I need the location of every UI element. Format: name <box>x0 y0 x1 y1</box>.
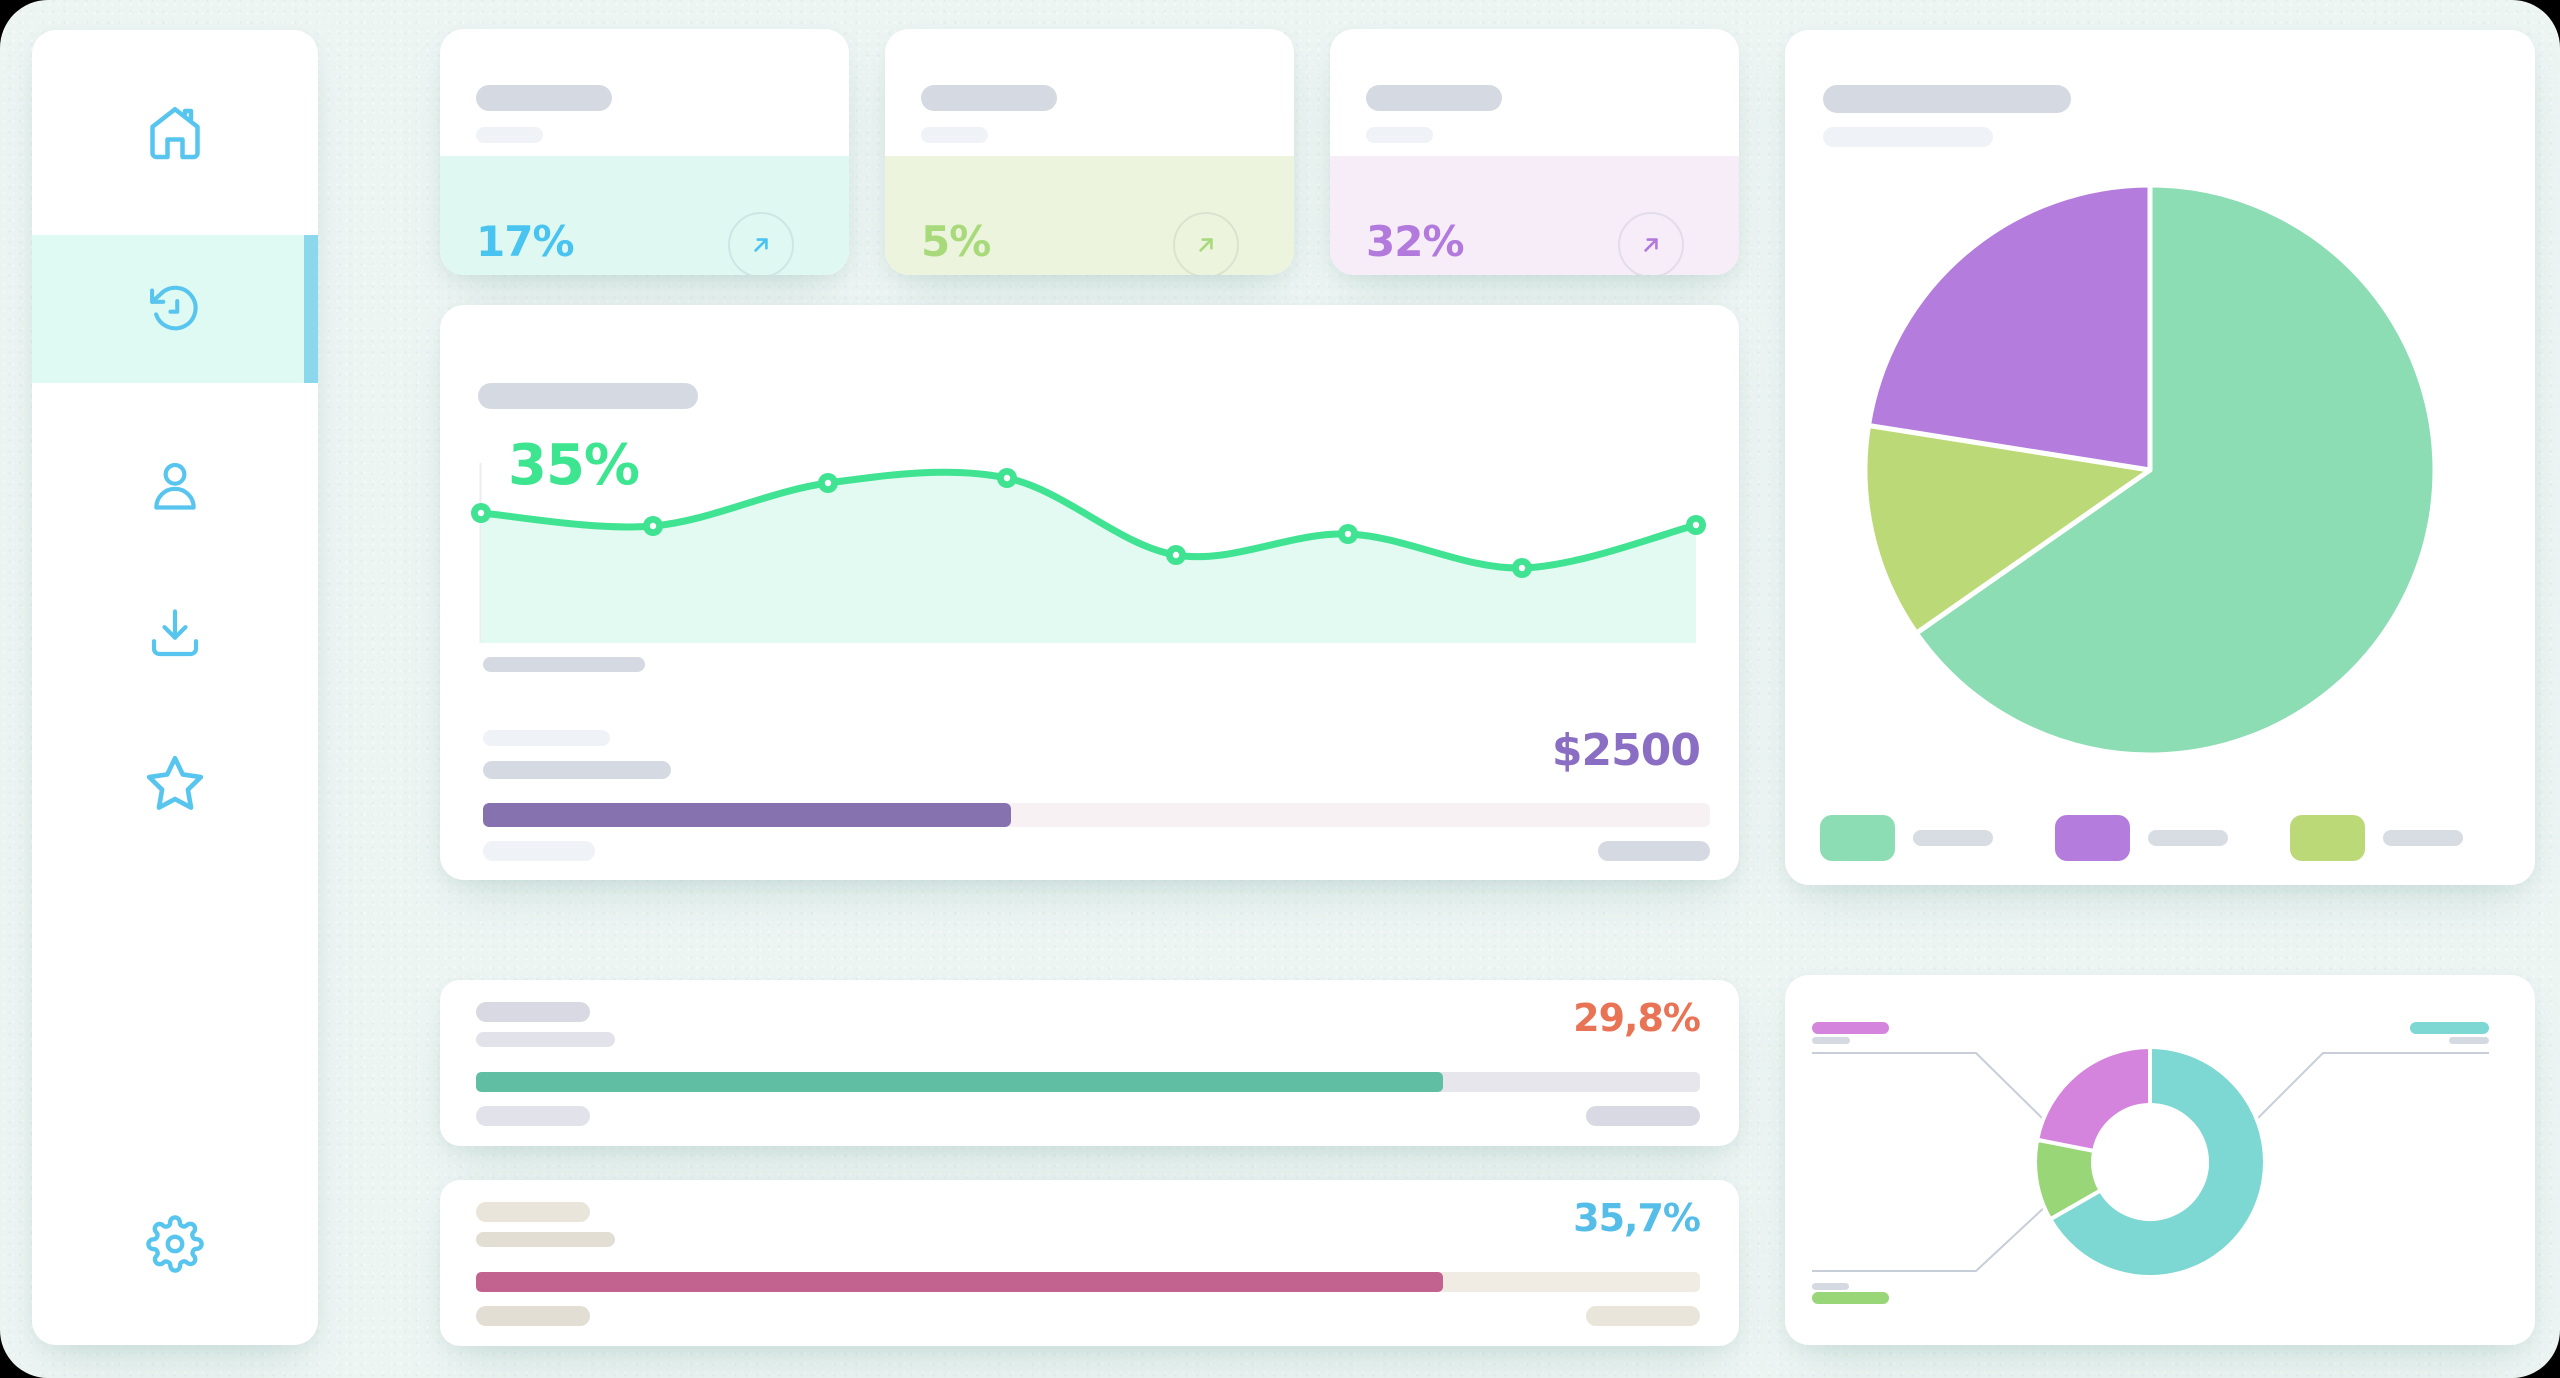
star-icon <box>146 755 204 810</box>
footnote-skeleton <box>1586 1306 1700 1326</box>
arrow-up-right-icon <box>1199 238 1213 252</box>
legend-item-3 <box>2290 815 2463 861</box>
title-skeleton <box>476 85 612 111</box>
donut-chart-card <box>1785 975 2535 1345</box>
footnote-skeleton <box>476 1106 590 1126</box>
subtitle-skeleton <box>1823 127 1993 147</box>
label-skeleton <box>483 761 671 779</box>
arrow-up-right-icon <box>1644 238 1658 252</box>
title-skeleton <box>476 1002 590 1022</box>
budget-progress-fill <box>483 803 1011 827</box>
donut-segment-teal <box>2048 1045 2267 1279</box>
legend-swatch <box>2055 815 2130 861</box>
trend-button[interactable] <box>728 212 794 275</box>
label-skeleton <box>2449 1037 2489 1044</box>
sidebar-item-downloads[interactable] <box>32 601 318 665</box>
stat-card-3: 32% <box>1330 29 1739 275</box>
stat-card-1: 17% <box>440 29 849 275</box>
sidebar-active-row <box>32 235 318 383</box>
sidebar-item-settings[interactable] <box>32 1212 318 1276</box>
sidebar-item-profile[interactable] <box>32 454 318 518</box>
footnote-skeleton <box>476 1306 590 1326</box>
footnote-skeleton <box>1586 1106 1700 1126</box>
stat-value: 17% <box>476 217 575 266</box>
sidebar-item-history[interactable] <box>32 277 318 341</box>
title-skeleton <box>1366 85 1502 111</box>
label-pill-green <box>1812 1292 1889 1304</box>
amount-value: $2500 <box>1551 725 1701 776</box>
gear-icon <box>146 1215 204 1273</box>
footnote-skeleton <box>483 841 595 861</box>
label-pill-magenta <box>1812 1022 1889 1034</box>
label-skeleton <box>483 730 610 746</box>
pie-segment-lime <box>1862 422 2153 636</box>
progress-value: 35,7% <box>1573 1196 1701 1240</box>
budget-progress-track <box>483 803 1710 827</box>
subtitle-skeleton <box>476 127 543 143</box>
sidebar-item-favorites[interactable] <box>32 751 318 815</box>
progress-track <box>476 1272 1700 1292</box>
callout-lines <box>1812 1052 2489 1272</box>
subtitle-skeleton <box>476 1232 615 1247</box>
title-skeleton <box>1823 85 2071 113</box>
legend-item-2 <box>2055 815 2228 861</box>
active-indicator-bar <box>304 235 318 383</box>
legend-item-1 <box>1820 815 1993 861</box>
label-pill-teal <box>2410 1022 2489 1034</box>
subtitle-skeleton <box>921 127 988 143</box>
sidebar-item-home[interactable] <box>32 101 318 165</box>
user-icon <box>154 462 196 510</box>
pie-segment-green <box>1913 182 2438 758</box>
donut-segment-green <box>2033 1137 2103 1222</box>
chart-value: 35% <box>508 433 640 498</box>
progress-card-2: 35,7% <box>440 1180 1739 1346</box>
caption-skeleton <box>483 657 645 672</box>
progress-track <box>476 1072 1700 1092</box>
footnote-skeleton <box>1598 841 1710 861</box>
legend-label-skeleton <box>1913 830 1993 846</box>
sidebar <box>32 30 318 1345</box>
stat-card-2: 5% <box>885 29 1294 275</box>
progress-fill <box>476 1072 1443 1092</box>
progress-value: 29,8% <box>1573 996 1701 1040</box>
pie-segment-purple <box>1866 182 2153 473</box>
history-icon <box>150 285 198 331</box>
data-point-markers <box>471 468 1706 578</box>
legend-label-skeleton <box>2148 830 2228 846</box>
subtitle-skeleton <box>476 1032 615 1047</box>
title-skeleton <box>476 1202 590 1222</box>
progress-card-1: 29,8% <box>440 980 1739 1146</box>
trend-chart-card: 35% $2500 <box>440 305 1739 880</box>
legend-swatch <box>1820 815 1895 861</box>
pie-chart-card <box>1785 30 2535 885</box>
legend-label-skeleton <box>2383 830 2463 846</box>
home-icon <box>150 107 200 160</box>
legend-swatch <box>2290 815 2365 861</box>
label-skeleton <box>1812 1283 1849 1290</box>
trend-button[interactable] <box>1618 212 1684 275</box>
trend-button[interactable] <box>1173 212 1239 275</box>
arrow-up-right-icon <box>754 238 768 252</box>
title-skeleton <box>921 85 1057 111</box>
pie-chart <box>1862 182 2438 758</box>
donut-segment-magenta <box>2035 1045 2152 1153</box>
download-icon <box>151 609 199 657</box>
label-skeleton <box>1812 1037 1850 1044</box>
title-skeleton <box>478 383 698 409</box>
progress-fill <box>476 1272 1443 1292</box>
subtitle-skeleton <box>1366 127 1433 143</box>
stat-value: 5% <box>921 217 991 266</box>
stat-value: 32% <box>1366 217 1465 266</box>
